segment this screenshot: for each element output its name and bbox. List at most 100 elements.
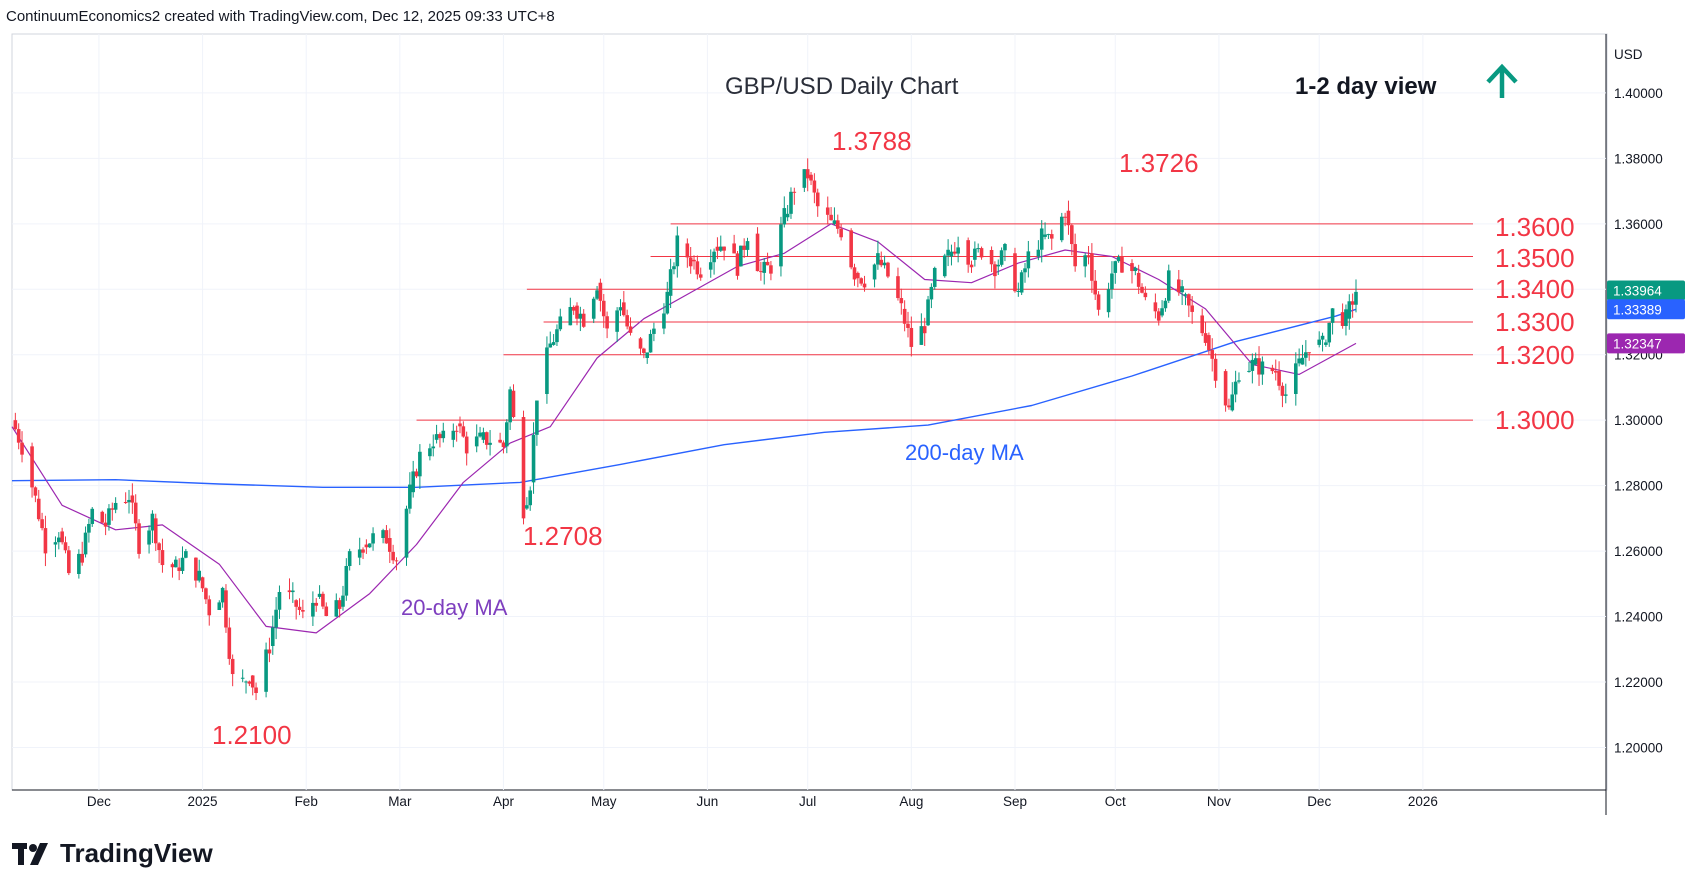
x-tick-label: Apr xyxy=(493,794,515,809)
x-tick-label: Feb xyxy=(295,794,318,809)
price-badge-text: 1.32347 xyxy=(1613,336,1662,351)
ma200-annotation: 200-day MA xyxy=(905,440,1024,465)
x-tick-label: Jul xyxy=(799,794,816,809)
candle-body xyxy=(130,495,135,503)
candle-body xyxy=(792,191,797,193)
candle-body xyxy=(742,245,746,250)
ma20-path xyxy=(11,223,1357,634)
plot-frame xyxy=(11,33,1608,815)
candle-body xyxy=(668,269,673,296)
candle-body xyxy=(839,228,843,238)
candle-body xyxy=(732,243,736,254)
candle-body xyxy=(391,551,395,561)
candle-body xyxy=(177,567,181,571)
currency-label: USD xyxy=(1614,47,1643,62)
candle-body xyxy=(384,530,389,544)
ma20-annotation: 20-day MA xyxy=(401,595,508,620)
candle-body xyxy=(568,306,573,326)
time-axis[interactable]: Dec 2025 Feb Mar Apr May Jun Jul Aug Sep Oct Nov Dec… xyxy=(87,794,1438,809)
candle-body xyxy=(244,681,248,683)
candle-body xyxy=(1257,358,1261,375)
candle-body xyxy=(488,442,492,445)
candle-body xyxy=(1110,273,1114,290)
price-badges: 1.33964 1.33389 1.32347 xyxy=(1607,280,1685,354)
candle-body xyxy=(1120,257,1124,273)
candle-body xyxy=(311,602,315,617)
candle-body xyxy=(872,264,877,280)
candle-body xyxy=(418,451,422,477)
candle-body xyxy=(1200,315,1204,334)
candle-body xyxy=(628,326,633,333)
candle-body xyxy=(946,249,950,256)
x-tick-label: May xyxy=(591,794,617,809)
tradingview-brand[interactable]: TradingView xyxy=(12,838,213,869)
x-tick-label: 2025 xyxy=(188,794,218,809)
candle-body xyxy=(297,606,302,611)
candle-body xyxy=(314,602,319,606)
candle-body xyxy=(805,169,810,179)
candle-body xyxy=(591,298,596,319)
candle-body xyxy=(862,283,867,288)
candle-body xyxy=(204,588,208,600)
candle-body xyxy=(989,250,994,265)
candle-body xyxy=(1227,405,1231,408)
candle-body xyxy=(30,446,34,488)
candle-body xyxy=(902,308,907,324)
candle-body xyxy=(464,436,469,454)
candle-body xyxy=(274,609,278,628)
candle-body xyxy=(324,606,329,617)
arrow-up-icon xyxy=(1486,63,1518,98)
candle-body xyxy=(13,420,18,430)
candle-body xyxy=(882,262,887,266)
y-tick-label: 1.30000 xyxy=(1614,413,1663,428)
candle-body xyxy=(441,430,446,439)
candle-body xyxy=(227,627,232,659)
candle-body xyxy=(1307,352,1311,354)
price-badge-bg xyxy=(1607,333,1685,354)
candle-body xyxy=(645,352,650,358)
candle-body xyxy=(87,523,91,533)
candle-body xyxy=(174,559,178,568)
candle-body xyxy=(1283,394,1288,396)
candle-body xyxy=(672,266,676,270)
candle-body xyxy=(57,537,61,543)
candle-body xyxy=(501,442,506,448)
candle-body xyxy=(1324,342,1328,345)
price-axis[interactable]: 1.400001.380001.360001.340001.320001.300… xyxy=(1614,86,1663,756)
candle-body xyxy=(1187,294,1191,306)
candle-body xyxy=(364,544,369,548)
candle-body xyxy=(1203,333,1208,343)
candle-body xyxy=(484,432,489,445)
candle-body xyxy=(922,326,927,334)
candle-body xyxy=(575,305,579,319)
candle-body xyxy=(548,343,553,348)
y-tick-label: 1.26000 xyxy=(1614,544,1663,559)
candle-body xyxy=(521,417,526,519)
candle-body xyxy=(996,264,1001,267)
y-tick-label: 1.40000 xyxy=(1614,86,1663,101)
candle-body xyxy=(1093,280,1098,295)
candle-body xyxy=(347,551,352,566)
candle-body xyxy=(434,434,439,440)
candle-body xyxy=(63,542,68,551)
candle-body xyxy=(361,549,365,553)
candles xyxy=(13,158,1358,701)
candle-body xyxy=(952,251,957,254)
candle-body xyxy=(1300,357,1305,365)
candle-body xyxy=(615,310,619,332)
candle-body xyxy=(157,543,161,551)
candle-body xyxy=(505,422,509,447)
candle-body xyxy=(535,400,539,435)
candle-body xyxy=(835,220,840,229)
candle-body xyxy=(1237,380,1241,382)
candle-body xyxy=(1043,234,1047,237)
candle-body xyxy=(77,553,81,574)
candle-body xyxy=(1207,335,1211,351)
candle-body xyxy=(110,508,115,510)
candle-body xyxy=(301,610,305,612)
candle-body xyxy=(153,518,158,544)
y-tick-label: 1.24000 xyxy=(1614,610,1663,625)
candle-body xyxy=(755,233,760,272)
